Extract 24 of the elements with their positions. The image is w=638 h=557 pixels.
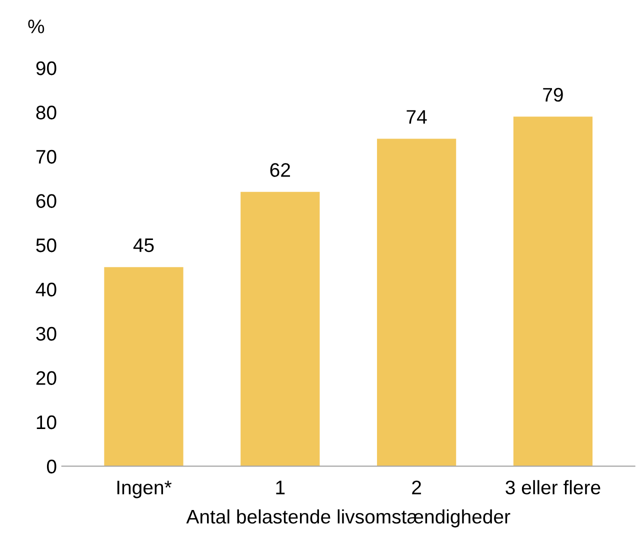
y-tick-label: 50 [36,238,56,252]
y-tick-label: 90 [36,61,56,76]
y-tick-label: 10 [36,415,56,430]
data-label: 45 [133,238,154,252]
x-tick-label: 1 [276,480,285,494]
data-label: 62 [270,163,290,177]
bar [513,116,593,466]
y-axis-title: % [28,20,44,34]
x-axis-title: Antal belastende livsomstændigheder [186,509,510,528]
y-tick-label: 0 [46,460,56,474]
data-label: 79 [543,88,563,102]
data-label: 74 [406,110,427,124]
bar [240,192,320,466]
y-tick-label: 60 [36,194,56,208]
bar [376,138,456,466]
y-tick-label: 20 [36,371,56,385]
y-tick-label: 70 [36,150,56,164]
y-tick-label: 40 [36,282,56,296]
x-tick-label: 2 [412,480,421,494]
y-tick-label: 30 [36,326,56,341]
x-tick-label: Ingen* [117,480,172,498]
y-tick-label: 80 [36,106,56,120]
bar [104,267,184,466]
x-tick-label: 3 eller flere [506,480,600,494]
